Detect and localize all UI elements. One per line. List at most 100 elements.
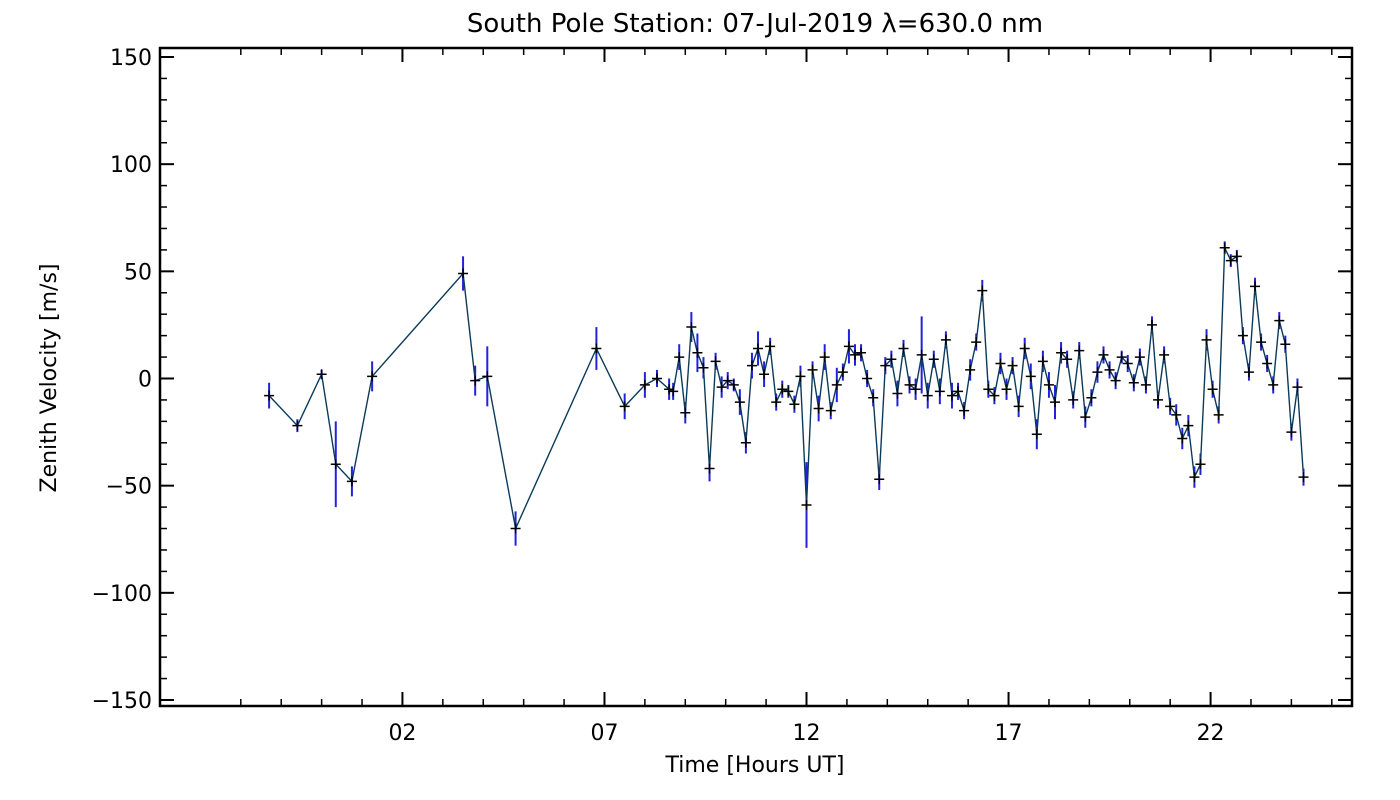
chart-title: South Pole Station: 07-Jul-2019 λ=630.0 …: [467, 9, 1043, 39]
data-point: [292, 420, 303, 431]
data-point: [953, 386, 964, 397]
y-tick-label: −150: [92, 689, 152, 714]
data-point: [849, 349, 860, 360]
data-point: [916, 349, 927, 360]
data-point: [316, 369, 327, 380]
data-point: [722, 375, 733, 386]
data-point: [1256, 337, 1267, 348]
data-point: [728, 379, 739, 390]
data-point: [1098, 349, 1109, 360]
data-point: [716, 382, 727, 393]
data-point: [674, 352, 685, 363]
data-point: [880, 360, 891, 371]
axis-ticks: 150 100 50 0 −50 −100 −150 02 07 12 17 22: [92, 46, 1352, 746]
data-point: [813, 403, 824, 414]
data-point: [686, 322, 697, 333]
x-tick-label: 07: [590, 721, 618, 746]
data-point: [1080, 412, 1091, 423]
data-point: [1153, 394, 1164, 405]
data-point: [1207, 384, 1218, 395]
data-point: [1056, 347, 1067, 358]
data-point: [965, 364, 976, 375]
data-point: [1231, 251, 1242, 262]
y-tick-label: 100: [110, 153, 152, 178]
data-point: [1086, 392, 1097, 403]
data-point: [928, 354, 939, 365]
data-point: [1286, 427, 1297, 438]
data-point: [1025, 371, 1036, 382]
data-point: [1007, 360, 1018, 371]
data-point: [759, 369, 770, 380]
data-point: [1128, 377, 1139, 388]
data-point: [837, 367, 848, 378]
data-point: [1074, 345, 1085, 356]
data-point: [904, 379, 915, 390]
data-point: [698, 362, 709, 373]
data-point: [977, 285, 988, 296]
data-point: [753, 343, 764, 354]
data-point: [886, 354, 897, 365]
data-point: [1243, 367, 1254, 378]
data-point: [1146, 319, 1157, 330]
series-line: [268, 247, 1305, 531]
data-point: [795, 371, 806, 382]
data-point: [1201, 334, 1212, 345]
data-point: [862, 373, 873, 384]
plot-area: [264, 241, 1309, 548]
data-point: [1183, 420, 1194, 431]
data-point: [874, 474, 885, 485]
data-point: [639, 379, 650, 390]
data-point: [1171, 409, 1182, 420]
data-point: [1262, 358, 1273, 369]
data-point: [995, 358, 1006, 369]
data-point: [470, 375, 481, 386]
y-tick-label: 50: [124, 260, 152, 285]
data-point: [1237, 330, 1248, 341]
data-point: [264, 390, 275, 401]
data-point: [704, 463, 715, 474]
data-point: [734, 397, 745, 408]
data-point: [983, 384, 994, 395]
data-point: [789, 399, 800, 410]
data-point: [940, 334, 951, 345]
data-point: [746, 360, 757, 371]
data-point: [1250, 281, 1261, 292]
y-tick-label: −50: [106, 475, 152, 500]
x-tick-label: 22: [1197, 721, 1225, 746]
data-point: [346, 476, 357, 487]
data-point: [783, 386, 794, 397]
data-point: [619, 401, 630, 412]
y-tick-label: 150: [110, 46, 152, 71]
data-point: [1092, 367, 1103, 378]
data-point: [892, 388, 903, 399]
data-point: [1195, 459, 1206, 470]
y-axis-label: Zenith Velocity [m/s]: [37, 264, 62, 493]
data-point: [825, 405, 836, 416]
data-point: [946, 390, 957, 401]
data-point: [898, 343, 909, 354]
data-point: [856, 347, 867, 358]
data-point: [1274, 315, 1285, 326]
data-point: [777, 384, 788, 395]
data-point: [765, 341, 776, 352]
data-point: [1019, 343, 1030, 354]
data-point: [1280, 339, 1291, 350]
data-point: [1037, 356, 1048, 367]
y-tick-label: 0: [138, 368, 152, 393]
data-point: [1298, 472, 1309, 483]
data-point: [819, 352, 830, 363]
data-point: [1177, 433, 1188, 444]
data-point: [1031, 429, 1042, 440]
data-point: [692, 347, 703, 358]
data-point: [1122, 358, 1133, 369]
data-point: [1219, 242, 1230, 253]
data-point: [989, 390, 1000, 401]
data-point: [1116, 352, 1127, 363]
x-axis-label: Time [Hours UT]: [665, 753, 845, 778]
x-tick-label: 17: [995, 721, 1023, 746]
x-tick-label: 12: [793, 721, 821, 746]
data-point: [1165, 401, 1176, 412]
data-point: [330, 459, 341, 470]
data-point: [1213, 409, 1224, 420]
